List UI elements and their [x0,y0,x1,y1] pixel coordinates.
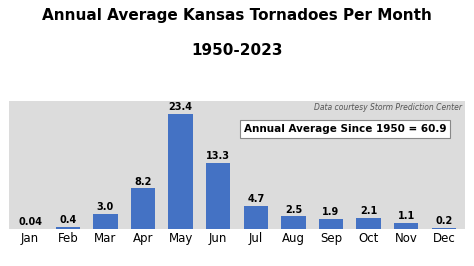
Text: 0.04: 0.04 [18,217,42,227]
Bar [281,217,306,229]
Bar [168,114,193,229]
Text: Annual Average Kansas Tornadoes Per Month: Annual Average Kansas Tornadoes Per Mont… [42,8,432,23]
Text: 2.1: 2.1 [360,206,377,217]
Text: Data courtesy Storm Prediction Center: Data courtesy Storm Prediction Center [314,103,462,112]
Bar [319,219,343,229]
Bar [131,189,155,229]
Text: 13.3: 13.3 [206,151,230,161]
Text: 0.4: 0.4 [59,215,76,225]
Text: 1.1: 1.1 [398,211,415,221]
Bar [55,227,80,229]
Bar [244,206,268,229]
Text: 1950-2023: 1950-2023 [191,43,283,57]
Text: 2.5: 2.5 [285,205,302,214]
Bar [206,163,230,229]
Text: 8.2: 8.2 [134,177,152,186]
Text: Annual Average Since 1950 = 60.9: Annual Average Since 1950 = 60.9 [244,124,447,134]
Bar [356,218,381,229]
Text: 4.7: 4.7 [247,194,264,204]
Bar [93,214,118,229]
Bar [432,228,456,229]
Text: 3.0: 3.0 [97,202,114,212]
Text: 1.9: 1.9 [322,207,340,218]
Bar [394,223,419,229]
Text: 23.4: 23.4 [169,102,192,112]
Text: 0.2: 0.2 [435,216,453,226]
